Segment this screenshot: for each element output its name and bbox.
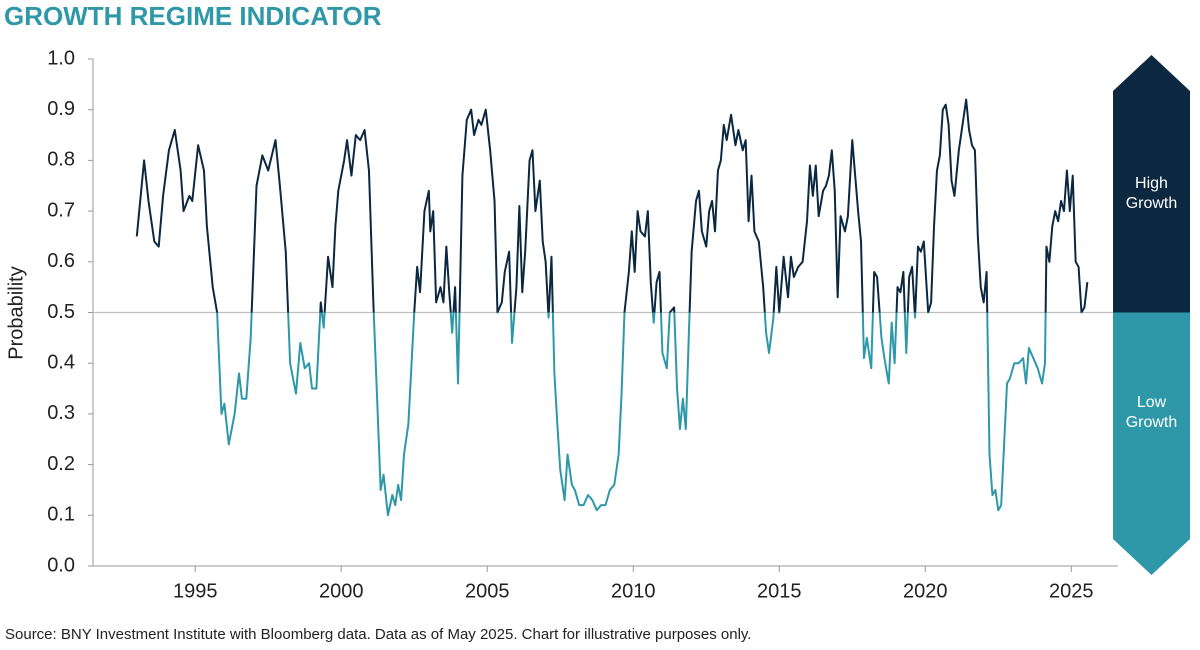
x-tick-label: 2005 [465, 580, 510, 602]
chart-title: GROWTH REGIME INDICATOR [4, 1, 382, 31]
y-tick-label: 0.3 [47, 402, 75, 424]
x-tick-label: 2010 [611, 580, 656, 602]
y-tick-label: 0.5 [47, 301, 75, 323]
y-tick-label: 0.6 [47, 250, 75, 272]
high-growth-label: High Growth [1125, 174, 1178, 212]
y-tick-label: 0.2 [47, 453, 75, 475]
source-note: Source: BNY Investment Institute with Bl… [5, 626, 751, 643]
x-tick-label: 2000 [319, 580, 364, 602]
x-tick-label: 2020 [903, 580, 948, 602]
y-tick-label: 0.7 [47, 199, 75, 221]
y-tick-label: 0.8 [47, 149, 75, 171]
low-growth-label: Low Growth [1125, 394, 1178, 432]
x-tick-label: 2015 [757, 580, 802, 602]
y-tick-label: 0.1 [47, 504, 75, 526]
y-axis-label: Probability [5, 266, 27, 359]
y-tick-label: 0.0 [47, 554, 75, 576]
y-tick-label: 0.4 [47, 351, 75, 373]
low-growth-arrow [1113, 312, 1190, 575]
probability-line [135, 98, 1089, 517]
x-tick-label: 1995 [173, 580, 218, 602]
high-growth-arrow [1113, 55, 1190, 313]
y-tick-label: 1.0 [47, 47, 75, 69]
x-tick-label: 2025 [1049, 580, 1094, 602]
y-tick-label: 0.9 [47, 98, 75, 120]
